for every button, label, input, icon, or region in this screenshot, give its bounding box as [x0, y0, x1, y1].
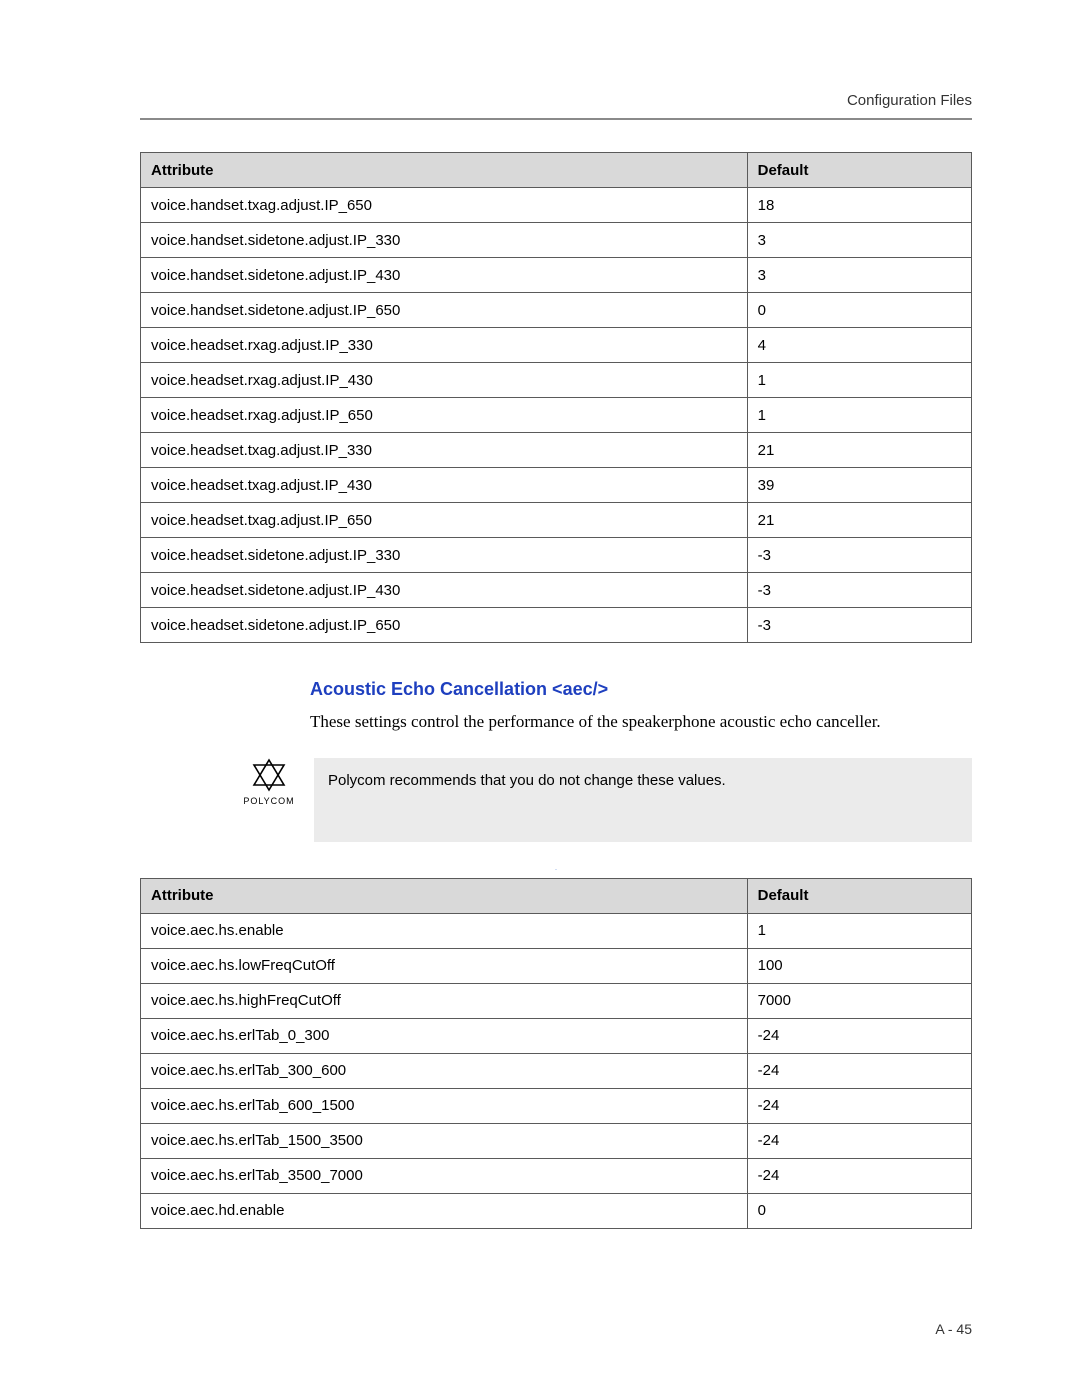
table-cell: voice.handset.txag.adjust.IP_650 — [141, 188, 748, 223]
table-row: voice.headset.rxag.adjust.IP_3304 — [141, 328, 972, 363]
separator-dot: . — [140, 862, 972, 872]
table-cell: voice.handset.sidetone.adjust.IP_430 — [141, 258, 748, 293]
attribute-table-1: Attribute Default voice.handset.txag.adj… — [140, 152, 972, 643]
table-row: voice.aec.hs.lowFreqCutOff100 — [141, 948, 972, 983]
table-cell: -24 — [747, 1158, 971, 1193]
table-cell: 18 — [747, 188, 971, 223]
table-cell: voice.aec.hs.erlTab_3500_7000 — [141, 1158, 748, 1193]
table-row: voice.headset.rxag.adjust.IP_6501 — [141, 398, 972, 433]
table-cell: -3 — [747, 608, 971, 643]
polycom-logo: POLYCOM — [240, 758, 298, 806]
table-cell: voice.handset.sidetone.adjust.IP_650 — [141, 293, 748, 328]
table-row: voice.headset.rxag.adjust.IP_4301 — [141, 363, 972, 398]
table-cell: 100 — [747, 948, 971, 983]
table-cell: voice.headset.sidetone.adjust.IP_430 — [141, 573, 748, 608]
table-cell: -24 — [747, 1123, 971, 1158]
table-cell: voice.headset.txag.adjust.IP_430 — [141, 468, 748, 503]
aec-section: Acoustic Echo Cancellation <aec/> These … — [140, 679, 972, 734]
table-row: voice.aec.hs.erlTab_1500_3500-24 — [141, 1123, 972, 1158]
table-row: voice.aec.hs.erlTab_600_1500-24 — [141, 1088, 972, 1123]
table-cell: voice.aec.hs.enable — [141, 913, 748, 948]
table2-body: voice.aec.hs.enable1voice.aec.hs.lowFreq… — [141, 913, 972, 1228]
aec-section-title: Acoustic Echo Cancellation <aec/> — [310, 679, 972, 700]
table-cell: voice.headset.rxag.adjust.IP_430 — [141, 363, 748, 398]
table-cell: 3 — [747, 258, 971, 293]
table-cell: 0 — [747, 293, 971, 328]
note-box: Polycom recommends that you do not chang… — [314, 758, 972, 842]
polycom-logo-icon — [251, 758, 287, 792]
table-cell: voice.aec.hs.highFreqCutOff — [141, 983, 748, 1018]
table-cell: voice.headset.txag.adjust.IP_650 — [141, 503, 748, 538]
table-row: voice.headset.sidetone.adjust.IP_330-3 — [141, 538, 972, 573]
table-cell: voice.headset.rxag.adjust.IP_330 — [141, 328, 748, 363]
table-row: voice.headset.sidetone.adjust.IP_650-3 — [141, 608, 972, 643]
table1-header-default: Default — [747, 153, 971, 188]
table-row: voice.handset.sidetone.adjust.IP_4303 — [141, 258, 972, 293]
table-cell: -24 — [747, 1088, 971, 1123]
table-row: voice.handset.sidetone.adjust.IP_6500 — [141, 293, 972, 328]
content: Attribute Default voice.handset.txag.adj… — [140, 92, 972, 1229]
table-row: voice.headset.txag.adjust.IP_33021 — [141, 433, 972, 468]
table-cell: voice.aec.hd.enable — [141, 1193, 748, 1228]
table-cell: 21 — [747, 433, 971, 468]
table-cell: 1 — [747, 913, 971, 948]
table2-header-attribute: Attribute — [141, 878, 748, 913]
table-row: voice.aec.hs.erlTab_0_300-24 — [141, 1018, 972, 1053]
polycom-brand-text: POLYCOM — [243, 796, 294, 806]
table-row: voice.headset.txag.adjust.IP_65021 — [141, 503, 972, 538]
table-cell: voice.handset.sidetone.adjust.IP_330 — [141, 223, 748, 258]
table1-header-attribute: Attribute — [141, 153, 748, 188]
attribute-table-2: Attribute Default voice.aec.hs.enable1vo… — [140, 878, 972, 1229]
table-row: voice.aec.hs.erlTab_300_600-24 — [141, 1053, 972, 1088]
table-cell: voice.aec.hs.erlTab_600_1500 — [141, 1088, 748, 1123]
table-row: voice.handset.sidetone.adjust.IP_3303 — [141, 223, 972, 258]
table-row: voice.headset.txag.adjust.IP_43039 — [141, 468, 972, 503]
table-cell: voice.headset.txag.adjust.IP_330 — [141, 433, 748, 468]
table-cell: voice.aec.hs.erlTab_300_600 — [141, 1053, 748, 1088]
table-cell: 21 — [747, 503, 971, 538]
table-cell: 3 — [747, 223, 971, 258]
note: POLYCOM Polycom recommends that you do n… — [240, 758, 972, 842]
table-cell: -24 — [747, 1053, 971, 1088]
note-text: Polycom recommends that you do not chang… — [328, 772, 726, 789]
table-cell: -24 — [747, 1018, 971, 1053]
table-row: voice.aec.hd.enable0 — [141, 1193, 972, 1228]
table-cell: voice.aec.hs.erlTab_1500_3500 — [141, 1123, 748, 1158]
table-cell: -3 — [747, 538, 971, 573]
table-row: voice.aec.hs.highFreqCutOff7000 — [141, 983, 972, 1018]
page-number: A - 45 — [935, 1321, 972, 1337]
table-row: voice.headset.sidetone.adjust.IP_430-3 — [141, 573, 972, 608]
table1-body: voice.handset.txag.adjust.IP_65018voice.… — [141, 188, 972, 643]
table2-header-default: Default — [747, 878, 971, 913]
table-cell: voice.aec.hs.erlTab_0_300 — [141, 1018, 748, 1053]
table-row: voice.handset.txag.adjust.IP_65018 — [141, 188, 972, 223]
table-cell: 7000 — [747, 983, 971, 1018]
table-cell: voice.headset.sidetone.adjust.IP_330 — [141, 538, 748, 573]
aec-section-body: These settings control the performance o… — [310, 710, 972, 734]
table-cell: 39 — [747, 468, 971, 503]
page: Configuration Files Attribute Default vo… — [0, 0, 1080, 1397]
table-cell: 1 — [747, 363, 971, 398]
table-row: voice.aec.hs.erlTab_3500_7000-24 — [141, 1158, 972, 1193]
table-cell: -3 — [747, 573, 971, 608]
table-cell: voice.headset.rxag.adjust.IP_650 — [141, 398, 748, 433]
table-cell: 0 — [747, 1193, 971, 1228]
table-cell: voice.aec.hs.lowFreqCutOff — [141, 948, 748, 983]
table-cell: 4 — [747, 328, 971, 363]
table-row: voice.aec.hs.enable1 — [141, 913, 972, 948]
table-cell: 1 — [747, 398, 971, 433]
header-rule — [140, 118, 972, 120]
table-cell: voice.headset.sidetone.adjust.IP_650 — [141, 608, 748, 643]
header-label: Configuration Files — [847, 92, 972, 109]
